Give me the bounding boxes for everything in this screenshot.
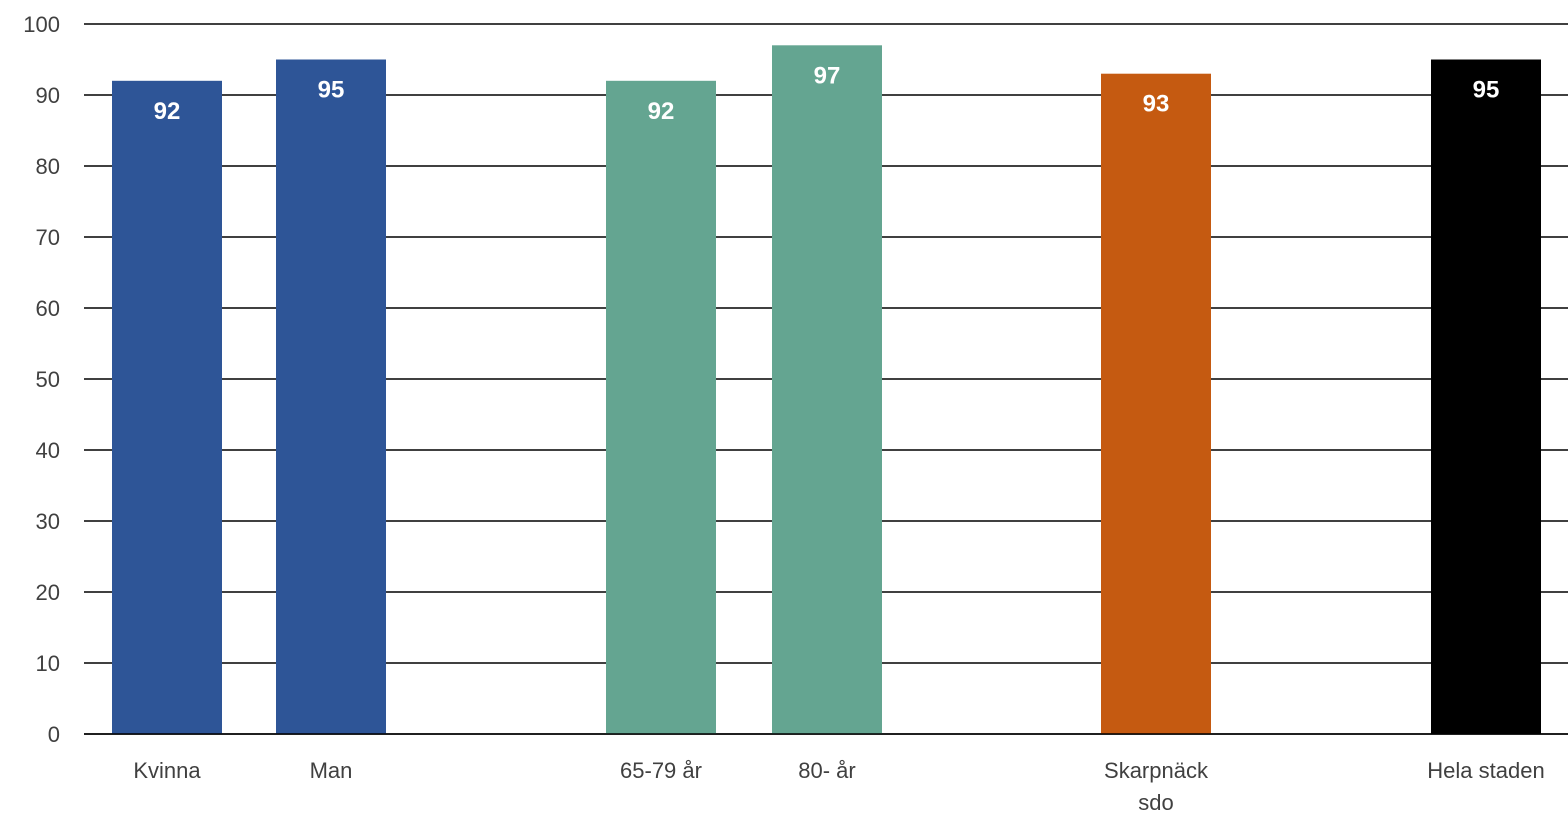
y-tick-label: 90 [36,83,60,108]
category-label: sdo [1138,790,1173,815]
data-label: 95 [318,77,345,104]
category-label: Kvinna [133,758,201,783]
y-tick-label: 60 [36,296,60,321]
bar [606,80,716,735]
data-label: 92 [154,98,181,125]
y-axis-tick-labels: 0 10 20 30 40 50 60 70 80 90 100 [23,12,60,747]
data-label: 92 [648,98,675,125]
data-label: 97 [814,62,841,89]
bar [1431,59,1541,734]
data-label: 93 [1143,91,1170,118]
y-tick-label: 10 [36,651,60,676]
y-tick-label: 30 [36,509,60,534]
y-tick-label: 80 [36,154,60,179]
y-tick-label: 0 [48,722,60,747]
bar [276,59,386,734]
bar [772,45,882,735]
category-label: 80- år [798,758,855,783]
y-tick-label: 50 [36,367,60,392]
y-tick-label: 100 [23,12,60,37]
category-label: 65-79 år [620,758,702,783]
bar [112,80,222,735]
category-label: Hela staden [1427,758,1544,783]
bars [112,45,1541,735]
category-labels: Kvinna Man 65-79 år 80- år Skarpnäck sdo Hela … [133,758,1544,815]
y-tick-label: 70 [36,225,60,250]
y-tick-label: 20 [36,580,60,605]
data-labels: 92 95 92 97 93 95 [154,62,1500,125]
bar [1101,73,1211,734]
category-label: Man [310,758,353,783]
y-tick-label: 40 [36,438,60,463]
data-label: 95 [1473,77,1500,104]
category-label: Skarpnäck [1104,758,1209,783]
